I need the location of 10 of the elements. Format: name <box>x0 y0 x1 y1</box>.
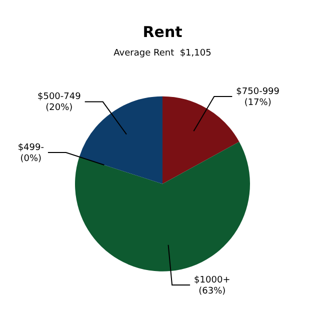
data-label: (20%) <box>46 103 73 114</box>
slice-label: $1000+ <box>194 275 230 286</box>
slice-label: $750-999 <box>236 86 280 97</box>
data-label: (17%) <box>244 98 272 108</box>
chart-title: Rent <box>142 22 182 41</box>
chart-subtitle: Average Rent $1,105 <box>114 48 212 59</box>
slice-label: $500-749 <box>38 92 82 102</box>
category-label: $499- <box>18 142 44 153</box>
text: (0%) <box>20 154 42 164</box>
data-label: (63%) <box>198 286 226 296</box>
